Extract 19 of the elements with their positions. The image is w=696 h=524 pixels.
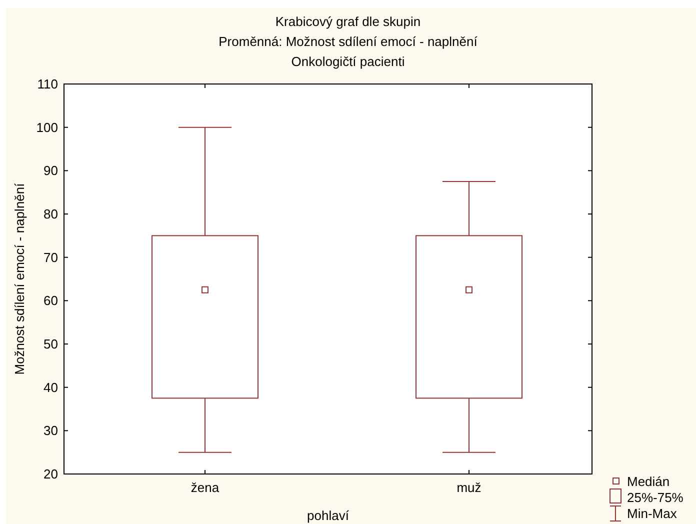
y-tick-label: 60 bbox=[44, 293, 58, 308]
y-axis-title: Možnost sdílení emocí - naplnění bbox=[12, 182, 27, 375]
y-tick-label: 70 bbox=[44, 250, 58, 265]
text: 25%-75% bbox=[627, 490, 684, 505]
chart-title: Krabicový graf dle skupin bbox=[275, 14, 421, 29]
y-tick-label: 20 bbox=[44, 466, 58, 482]
y-tick-label: 80 bbox=[44, 206, 58, 222]
y-tick-label: 110 bbox=[37, 76, 58, 92]
chart-subtitle: Proměnná: Možnost sdílení emocí - naplnění Onkologičtí pacienti bbox=[218, 34, 478, 69]
y-tick-label: 40 bbox=[44, 380, 58, 395]
x-tick-label: žena bbox=[190, 480, 220, 495]
y-tick-label: 30 bbox=[44, 423, 58, 438]
x-axis-title: pohlaví bbox=[307, 508, 350, 523]
text: Min-Max bbox=[627, 506, 678, 521]
y-tick-label: 100 bbox=[36, 120, 58, 135]
x-tick-label: muž bbox=[456, 480, 482, 495]
text: Medián bbox=[627, 474, 670, 489]
y-tick-label: 90 bbox=[44, 163, 58, 178]
y-tick-label: 50 bbox=[44, 336, 58, 352]
